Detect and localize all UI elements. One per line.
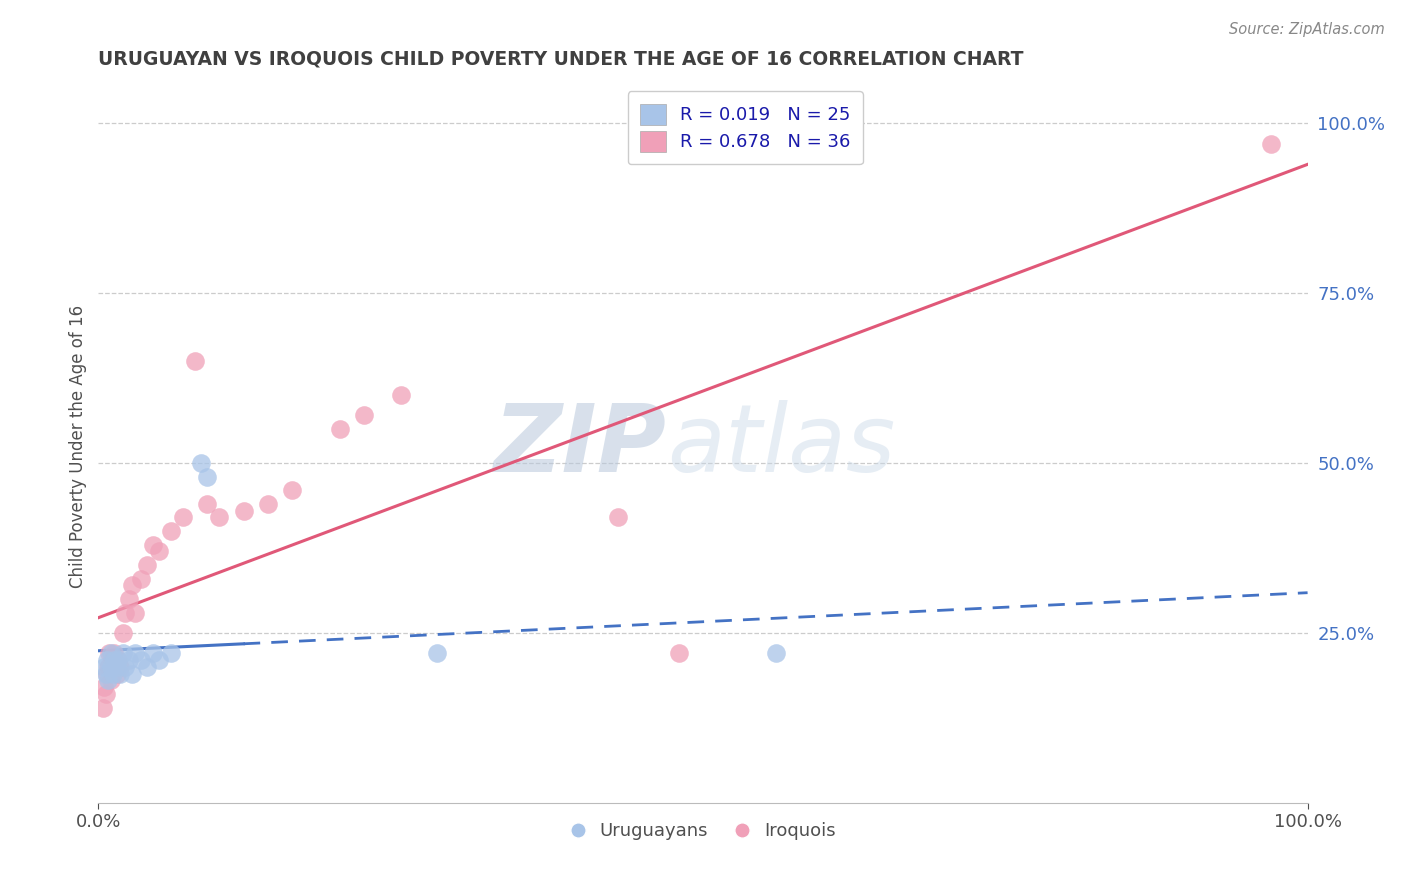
Point <box>190 456 212 470</box>
Point <box>93 660 115 674</box>
Point <box>93 680 115 694</box>
Point <box>389 388 412 402</box>
Point <box>135 558 157 572</box>
Legend: Uruguayans, Iroquois: Uruguayans, Iroquois <box>564 815 842 847</box>
Point <box>184 354 207 368</box>
Point <box>195 469 218 483</box>
Point <box>607 510 630 524</box>
Point <box>118 591 141 606</box>
Point <box>232 503 254 517</box>
Point <box>135 660 157 674</box>
Point <box>668 646 690 660</box>
Point <box>97 673 120 688</box>
Point <box>100 673 122 688</box>
Point <box>121 666 143 681</box>
Point <box>114 606 136 620</box>
Point <box>94 666 117 681</box>
Point <box>148 653 170 667</box>
Point <box>148 544 170 558</box>
Point <box>208 510 231 524</box>
Point <box>1260 136 1282 151</box>
Point <box>100 646 122 660</box>
Point <box>111 626 134 640</box>
Point <box>129 653 152 667</box>
Point <box>100 653 122 667</box>
Point <box>256 497 278 511</box>
Point <box>101 666 124 681</box>
Point <box>160 524 183 538</box>
Point <box>103 653 125 667</box>
Point <box>97 660 120 674</box>
Point <box>107 653 129 667</box>
Point <box>124 606 146 620</box>
Point <box>105 666 128 681</box>
Point <box>160 646 183 660</box>
Point <box>124 646 146 660</box>
Point <box>281 483 304 498</box>
Point <box>114 660 136 674</box>
Point <box>108 666 131 681</box>
Point <box>142 537 165 551</box>
Point <box>96 653 118 667</box>
Point <box>765 646 787 660</box>
Text: URUGUAYAN VS IROQUOIS CHILD POVERTY UNDER THE AGE OF 16 CORRELATION CHART: URUGUAYAN VS IROQUOIS CHILD POVERTY UNDE… <box>98 49 1024 68</box>
Text: ZIP: ZIP <box>494 400 666 492</box>
Point <box>142 646 165 660</box>
Point <box>129 572 152 586</box>
Point <box>353 409 375 423</box>
Point <box>107 653 129 667</box>
Point <box>172 510 194 524</box>
Point <box>101 660 124 674</box>
Point <box>108 660 131 674</box>
Point <box>426 646 449 660</box>
Point <box>103 646 125 660</box>
Point <box>94 687 117 701</box>
Point <box>96 666 118 681</box>
Point <box>98 646 121 660</box>
Point <box>100 660 122 674</box>
Point <box>121 578 143 592</box>
Point <box>118 653 141 667</box>
Point <box>329 422 352 436</box>
Point <box>105 660 128 674</box>
Y-axis label: Child Poverty Under the Age of 16: Child Poverty Under the Age of 16 <box>69 304 87 588</box>
Text: atlas: atlas <box>666 401 896 491</box>
Point <box>91 700 114 714</box>
Point <box>111 646 134 660</box>
Point <box>195 497 218 511</box>
Text: Source: ZipAtlas.com: Source: ZipAtlas.com <box>1229 22 1385 37</box>
